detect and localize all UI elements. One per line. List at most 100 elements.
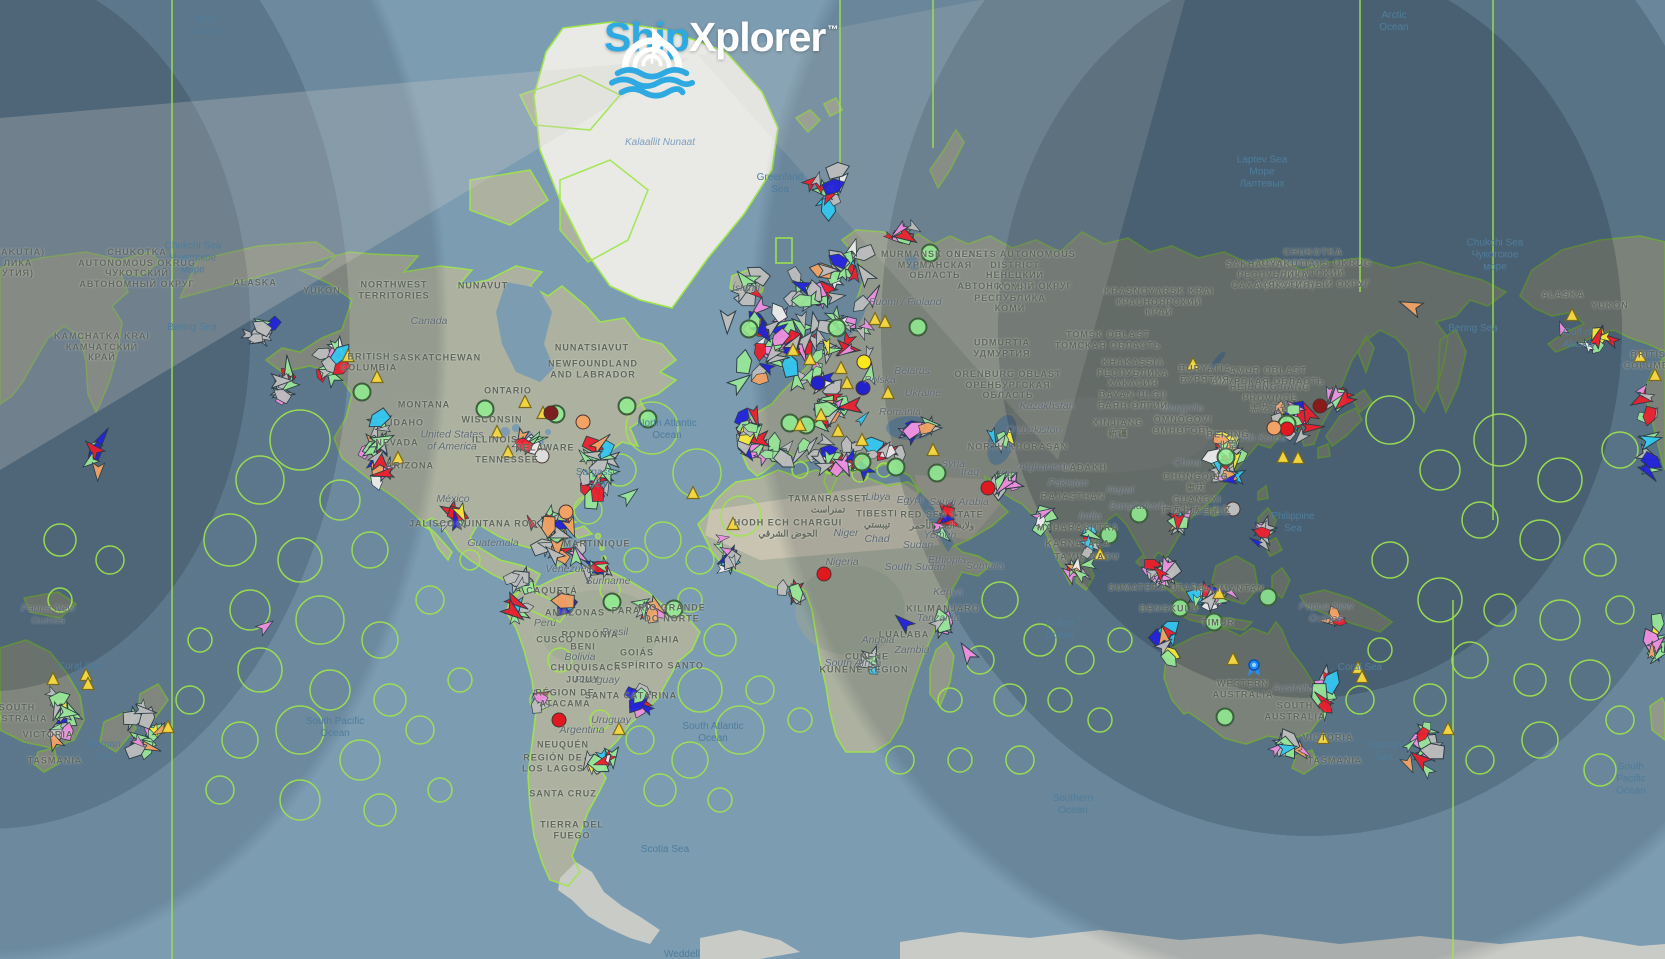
alert-marker[interactable] bbox=[1093, 546, 1107, 561]
ship-marker[interactable] bbox=[1160, 649, 1181, 670]
ship-marker[interactable] bbox=[1581, 337, 1595, 354]
ship-marker[interactable] bbox=[249, 317, 273, 338]
ship-marker[interactable] bbox=[904, 218, 924, 236]
ship-marker[interactable] bbox=[366, 446, 388, 467]
ship-marker[interactable] bbox=[435, 517, 453, 533]
receiver-station-marker[interactable] bbox=[927, 463, 947, 483]
ship-marker[interactable] bbox=[1070, 555, 1083, 573]
ship-marker[interactable] bbox=[760, 316, 784, 339]
ship-marker[interactable] bbox=[955, 639, 980, 667]
ship-marker[interactable] bbox=[789, 368, 806, 392]
ship-marker[interactable] bbox=[729, 279, 755, 304]
alert-marker[interactable] bbox=[46, 671, 60, 686]
ship-marker[interactable] bbox=[1224, 586, 1240, 601]
ship-marker[interactable] bbox=[841, 435, 853, 453]
alert-marker[interactable] bbox=[840, 375, 854, 390]
ship-marker[interactable] bbox=[810, 170, 824, 189]
ship-marker[interactable] bbox=[990, 432, 1010, 454]
ship-marker[interactable] bbox=[1636, 459, 1660, 485]
ship-marker[interactable] bbox=[844, 237, 862, 258]
ship-marker[interactable] bbox=[891, 610, 917, 635]
ship-marker[interactable] bbox=[1327, 604, 1341, 621]
ship-marker[interactable] bbox=[1640, 450, 1665, 472]
ship-marker[interactable] bbox=[1419, 742, 1446, 760]
ship-marker[interactable] bbox=[129, 733, 148, 751]
ship-marker[interactable] bbox=[588, 430, 614, 455]
alert-marker[interactable] bbox=[786, 342, 800, 357]
ship-marker[interactable] bbox=[450, 501, 471, 525]
ship-marker[interactable] bbox=[742, 422, 759, 433]
ship-marker[interactable] bbox=[928, 614, 948, 634]
alert-marker[interactable] bbox=[814, 407, 828, 422]
ship-marker[interactable] bbox=[1156, 554, 1177, 580]
ship-marker[interactable] bbox=[590, 480, 605, 502]
ship-marker[interactable] bbox=[821, 337, 833, 357]
ship-marker[interactable] bbox=[1634, 382, 1650, 399]
alert-marker[interactable] bbox=[868, 311, 882, 326]
alert-marker[interactable] bbox=[834, 360, 848, 375]
receiver-station-marker[interactable] bbox=[638, 409, 658, 429]
receiver-station-marker[interactable] bbox=[920, 243, 940, 263]
receiver-station-marker[interactable] bbox=[602, 592, 622, 612]
ship-marker[interactable] bbox=[593, 560, 611, 574]
ship-marker[interactable] bbox=[499, 598, 528, 626]
vessel-dot-marker[interactable] bbox=[1225, 501, 1241, 517]
ship-marker[interactable] bbox=[91, 461, 106, 483]
alert-marker[interactable] bbox=[803, 351, 817, 366]
ship-marker[interactable] bbox=[1290, 426, 1312, 448]
vessel-dot-marker[interactable] bbox=[1279, 421, 1295, 437]
ship-marker[interactable] bbox=[579, 449, 604, 462]
ship-marker[interactable] bbox=[780, 438, 796, 455]
ship-marker[interactable] bbox=[787, 265, 805, 286]
ship-marker[interactable] bbox=[875, 439, 895, 460]
ship-marker[interactable] bbox=[49, 700, 64, 723]
alert-marker[interactable] bbox=[161, 719, 175, 734]
ship-marker[interactable] bbox=[918, 420, 937, 435]
ship-marker[interactable] bbox=[1171, 511, 1186, 533]
receiver-station-marker[interactable] bbox=[1215, 707, 1235, 727]
ship-marker[interactable] bbox=[329, 358, 352, 379]
receiver-station-marker[interactable] bbox=[852, 452, 872, 472]
ship-marker[interactable] bbox=[1417, 759, 1437, 781]
ship-marker[interactable] bbox=[847, 264, 861, 284]
ship-marker[interactable] bbox=[630, 687, 649, 707]
ship-marker[interactable] bbox=[1397, 295, 1425, 319]
alert-marker[interactable] bbox=[1212, 585, 1226, 600]
ship-marker[interactable] bbox=[579, 468, 591, 486]
vessel-dot-marker[interactable] bbox=[558, 504, 574, 520]
ship-marker[interactable] bbox=[368, 429, 397, 454]
alert-marker[interactable] bbox=[81, 676, 95, 691]
receiver-station-marker[interactable] bbox=[1258, 587, 1278, 607]
ship-marker[interactable] bbox=[1650, 612, 1665, 634]
vessel-dot-marker[interactable] bbox=[980, 480, 996, 496]
ship-marker[interactable] bbox=[56, 703, 81, 721]
alert-marker[interactable] bbox=[686, 485, 700, 500]
ship-marker[interactable] bbox=[815, 276, 839, 301]
receiver-station-marker[interactable] bbox=[1170, 598, 1190, 618]
ship-marker[interactable] bbox=[1645, 632, 1665, 656]
ship-marker[interactable] bbox=[747, 404, 763, 430]
ship-marker[interactable] bbox=[787, 313, 816, 341]
alert-marker[interactable] bbox=[726, 516, 740, 531]
ship-marker[interactable] bbox=[816, 371, 835, 385]
ship-marker[interactable] bbox=[761, 342, 785, 367]
ship-marker[interactable] bbox=[1330, 387, 1359, 415]
alert-marker[interactable] bbox=[881, 385, 895, 400]
alert-marker[interactable] bbox=[1441, 721, 1455, 736]
ship-marker[interactable] bbox=[719, 309, 737, 336]
receiver-station-marker[interactable] bbox=[827, 318, 847, 338]
ship-marker[interactable] bbox=[588, 455, 611, 477]
ship-marker[interactable] bbox=[645, 603, 659, 624]
ship-marker[interactable] bbox=[790, 276, 813, 296]
alert-marker[interactable] bbox=[501, 444, 515, 459]
receiver-station-marker[interactable] bbox=[475, 399, 495, 419]
alert-marker[interactable] bbox=[612, 721, 626, 736]
ship-marker[interactable] bbox=[715, 533, 731, 544]
ship-marker[interactable] bbox=[932, 523, 954, 545]
ship-marker[interactable] bbox=[821, 176, 847, 197]
ship-marker[interactable] bbox=[888, 219, 910, 241]
ship-marker[interactable] bbox=[854, 409, 872, 427]
ship-marker[interactable] bbox=[795, 437, 811, 456]
ship-marker[interactable] bbox=[524, 513, 538, 532]
receiver-station-marker[interactable] bbox=[352, 382, 372, 402]
